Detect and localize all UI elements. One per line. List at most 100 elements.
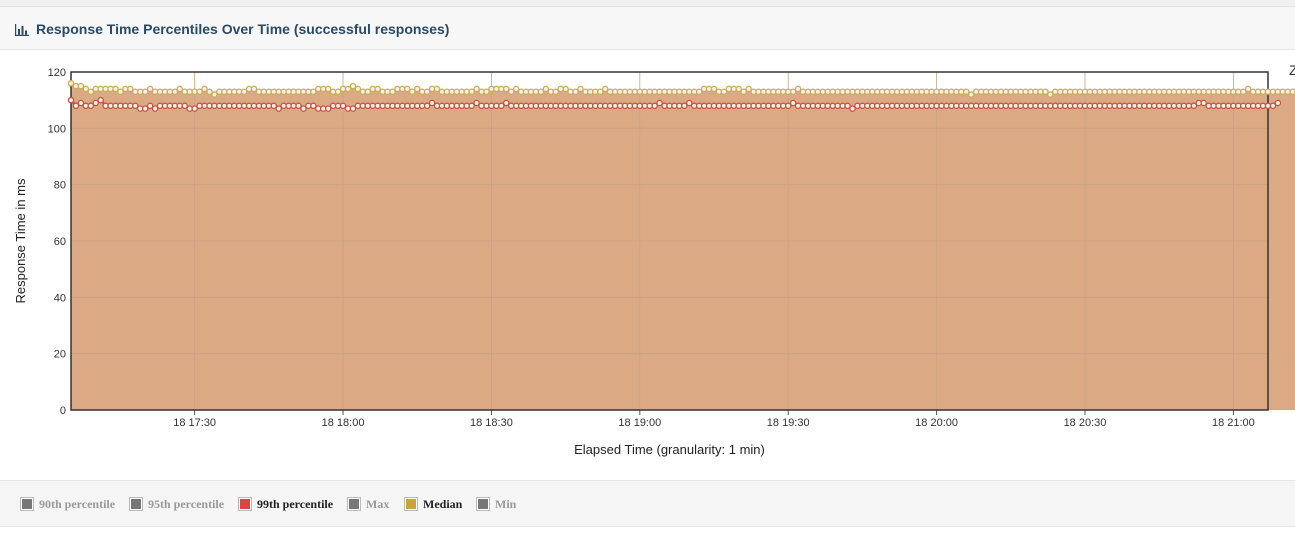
legend-label: Min	[495, 496, 517, 511]
data-point	[735, 85, 743, 93]
data-point	[112, 85, 119, 93]
plot-frame	[70, 71, 1269, 411]
data-point	[334, 88, 342, 95]
y-tick-label: 80	[54, 180, 66, 192]
data-point	[651, 102, 658, 110]
data-point	[740, 88, 747, 95]
data-point	[67, 96, 75, 104]
data-point	[201, 85, 208, 93]
legend-swatch	[20, 497, 34, 511]
legend-label: 99th percentile	[257, 496, 334, 511]
data-point	[171, 88, 179, 95]
data-point	[87, 102, 95, 110]
data-point	[196, 88, 203, 95]
data-point	[344, 85, 352, 93]
cut-off-glyph: Z	[1289, 62, 1295, 78]
data-point	[324, 85, 332, 93]
legend-item-90th-percentile[interactable]: 90th percentile	[20, 496, 115, 512]
data-point	[206, 88, 213, 95]
legend-label: Max	[366, 496, 390, 511]
data-point	[72, 102, 80, 110]
data-point	[354, 85, 362, 93]
data-point	[1190, 102, 1198, 110]
x-tick-label: 18 17:30	[173, 417, 216, 429]
data-point	[844, 102, 851, 110]
data-point	[503, 99, 510, 107]
data-point	[310, 88, 317, 95]
data-point	[433, 85, 441, 93]
data-point	[181, 102, 189, 110]
data-point	[562, 85, 569, 93]
data-point	[176, 85, 184, 93]
legend-item-95th-percentile[interactable]: 95th percentile	[129, 496, 224, 512]
x-tick-label: 18 20:30	[1064, 417, 1107, 429]
data-point	[468, 102, 475, 110]
data-point	[67, 80, 75, 87]
data-point	[473, 85, 480, 93]
data-point	[250, 85, 258, 93]
data-point	[789, 88, 797, 95]
data-point	[146, 102, 154, 110]
data-point	[295, 102, 302, 110]
data-point	[141, 105, 149, 112]
data-point	[552, 88, 559, 95]
legend-item-median[interactable]: Median	[404, 496, 462, 512]
legend: 90th percentile 95th percentile 99th per…	[0, 480, 1295, 527]
x-tick-label: 18 19:30	[767, 417, 810, 429]
x-tick-label: 18 20:00	[915, 417, 958, 429]
data-point	[745, 85, 752, 93]
data-point	[686, 99, 693, 107]
legend-label: Median	[423, 496, 463, 511]
data-point	[512, 85, 520, 93]
data-point	[784, 102, 792, 110]
data-point	[963, 88, 970, 95]
legend-label: 95th percentile	[148, 496, 225, 511]
x-tick-label: 18 18:00	[322, 417, 365, 429]
data-point	[849, 105, 856, 112]
data-point	[141, 88, 149, 95]
data-point	[117, 88, 124, 95]
data-point	[146, 85, 154, 93]
data-point	[364, 88, 372, 95]
x-tick-label: 18 18:30	[470, 417, 513, 429]
data-point	[413, 85, 421, 93]
data-point	[151, 105, 159, 112]
y-axis-label: Response Time in ms	[13, 178, 28, 303]
data-point	[1289, 88, 1295, 95]
data-point	[191, 105, 198, 112]
legend-swatch	[238, 497, 252, 511]
data-point	[211, 91, 218, 98]
top-strip	[0, 0, 1295, 7]
data-point	[507, 88, 515, 95]
data-point	[87, 88, 95, 95]
data-point	[404, 85, 411, 93]
data-point	[794, 85, 802, 93]
y-tick-label: 20	[54, 349, 66, 361]
legend-item-min[interactable]: Min	[476, 496, 516, 512]
data-point	[423, 102, 431, 110]
data-point	[1269, 102, 1277, 110]
data-point	[1042, 88, 1049, 95]
legend-item-99th-percentile[interactable]: 99th percentile	[238, 496, 333, 512]
legend-swatch	[476, 497, 490, 511]
legend-swatch	[404, 497, 418, 511]
bar-chart-icon	[15, 24, 29, 36]
y-tick-label: 40	[54, 292, 66, 304]
data-point	[1240, 88, 1247, 95]
data-point	[1244, 85, 1252, 93]
data-point	[409, 88, 416, 95]
data-point	[681, 102, 688, 110]
data-point	[537, 88, 545, 95]
data-point	[77, 99, 85, 107]
data-point	[498, 102, 505, 110]
legend-swatch	[129, 497, 143, 511]
data-point	[468, 88, 475, 95]
series-area-fill	[71, 83, 1295, 410]
data-point	[270, 102, 278, 110]
data-point	[710, 85, 718, 93]
data-point	[389, 88, 396, 95]
data-point	[601, 85, 609, 93]
data-point	[789, 99, 797, 107]
data-point	[92, 99, 99, 107]
legend-item-max[interactable]: Max	[347, 496, 389, 512]
